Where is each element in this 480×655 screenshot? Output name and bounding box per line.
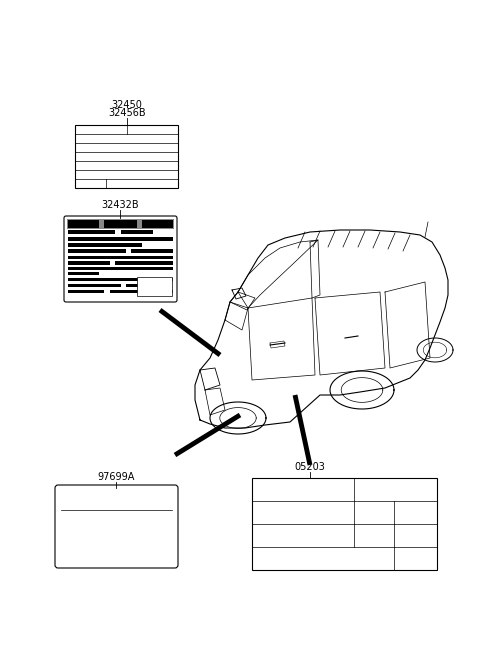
Bar [252, 478, 437, 570]
Bar [75, 125, 178, 188]
Bar [68, 272, 99, 275]
Bar [68, 290, 104, 293]
Bar [68, 267, 173, 271]
Bar [68, 221, 99, 228]
Bar [109, 290, 173, 293]
Bar [68, 278, 173, 281]
Bar [68, 261, 109, 265]
FancyBboxPatch shape [64, 216, 177, 302]
Bar [68, 237, 173, 241]
Text: 32450: 32450 [111, 100, 143, 110]
Bar [137, 277, 172, 296]
Text: 32456B: 32456B [108, 108, 146, 118]
Bar [68, 249, 126, 253]
Bar [132, 249, 173, 253]
Bar [67, 219, 174, 229]
Bar [68, 284, 120, 287]
Bar [68, 255, 173, 259]
Text: 05203: 05203 [295, 462, 325, 472]
Text: 97699A: 97699A [97, 472, 135, 482]
FancyBboxPatch shape [55, 485, 178, 568]
Bar [115, 261, 173, 265]
Bar [68, 242, 142, 247]
Bar [126, 284, 153, 287]
Bar [104, 221, 137, 228]
Text: 32432B: 32432B [101, 200, 139, 210]
Bar [142, 221, 173, 228]
Bar [120, 231, 153, 234]
Bar [68, 231, 115, 234]
